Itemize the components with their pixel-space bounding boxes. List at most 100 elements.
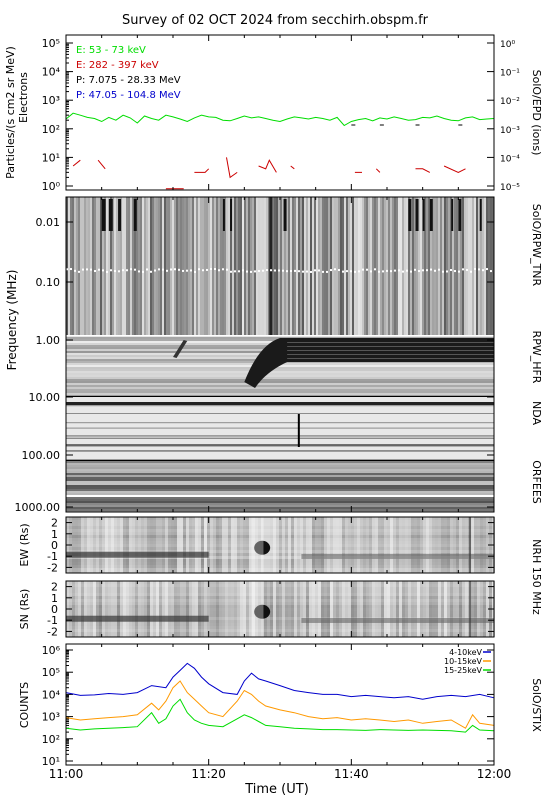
- particles-y-tick-label: 10⁴: [42, 66, 61, 79]
- particles-y2-tick-label: 10⁻²: [500, 97, 520, 107]
- particles-y-label-2: Electrons: [17, 72, 30, 123]
- stix-y-tick-label: 10⁶: [42, 644, 61, 657]
- type-iii-burst: [479, 199, 482, 231]
- particles-y2-tick-label: 10⁻⁴: [500, 154, 520, 164]
- time-tick-label: 11:00: [49, 767, 84, 781]
- figure-title: Survey of 02 OCT 2024 from secchirh.obsp…: [122, 13, 429, 28]
- radio-right-label: SolO/RPW_TNR: [530, 204, 543, 287]
- nrh-sn-y-tick-label: 1: [51, 592, 58, 605]
- nrh-ew-source: [301, 553, 494, 559]
- type-iii-burst: [269, 197, 273, 335]
- hfr-spectrum: [66, 335, 494, 395]
- nrh-sn-source: [66, 615, 209, 622]
- particles-right-label: SolO/EPD (ions): [530, 70, 543, 156]
- radio-y-tick-label: 100.00: [22, 449, 61, 462]
- type-iii-burst: [429, 199, 433, 231]
- radio-y-label: Frequency (MHz): [5, 270, 19, 371]
- particles-legend-entry: E: 53 - 73 keV: [76, 45, 146, 56]
- type-iii-burst: [283, 199, 287, 231]
- particles-legend-entry: P: 7.075 - 28.33 MeV: [76, 75, 181, 86]
- time-axis-label: Time (UT): [244, 782, 309, 797]
- radio-y-tick-label: 10.00: [29, 391, 61, 404]
- orfees-spectrum: [66, 460, 494, 511]
- nrh-sn-y-tick-label: -1: [47, 614, 58, 627]
- particles-y2-tick-label: 10⁻⁵: [500, 183, 520, 193]
- nda-spectrum: [66, 397, 494, 459]
- stix-y-tick-label: 10¹: [42, 755, 60, 768]
- particles-y-tick-label: 10²: [42, 123, 60, 136]
- stix-y-tick-label: 10⁵: [42, 666, 60, 679]
- time-tick-label: 12:00: [477, 767, 512, 781]
- type-iii-burst: [458, 199, 462, 231]
- type-iii-burst: [230, 199, 233, 231]
- time-tick-label: 11:20: [191, 767, 226, 781]
- hfr-burst: [173, 340, 188, 358]
- stix-y-tick-label: 10³: [42, 711, 60, 724]
- type-iii-burst: [408, 199, 412, 231]
- particles-y2-tick-label: 10⁰: [500, 40, 515, 50]
- type-iii-burst: [415, 199, 419, 231]
- radio-spectrum-panel: 0.01 0.10 1.00 10.00 100.00 1000.00 Frequency …: [5, 196, 543, 514]
- type-iii-burst: [422, 199, 425, 231]
- stix-y-tick-label: 10⁴: [42, 688, 61, 701]
- radio-y-tick-label: 1000.00: [15, 501, 61, 514]
- nrh-ew-y-label: EW (Rs): [18, 523, 31, 566]
- type-iii-burst: [101, 199, 106, 231]
- nrh-right-label: NRH 150 MHz: [530, 539, 543, 615]
- time-tick-label: 11:40: [334, 767, 369, 781]
- stix-legend-entry: 4-10keV: [449, 648, 482, 657]
- stix-panel: 10¹ 10² 10³ 10⁴ 10⁵ 10⁶ 4-10keV10-15keV15-25ke…: [18, 643, 543, 768]
- nrh-ew-y-tick-label: 2: [51, 517, 58, 530]
- radio-y-tick-label: 0.01: [36, 216, 61, 229]
- radio-frame: [65, 196, 495, 513]
- radio-right-label: NDA: [530, 401, 543, 426]
- stix-series-line: [65, 680, 495, 729]
- nrh-sn-source: [301, 617, 494, 623]
- nrh-ew-y-tick-label: -1: [47, 550, 58, 563]
- stix-frame: [65, 643, 495, 766]
- stix-series-line: [65, 698, 495, 733]
- particles-y2-tick-label: 10⁻³: [500, 126, 520, 136]
- nrh-sn-burst: [254, 604, 271, 619]
- nrh-ew-y-tick-label: 1: [51, 528, 58, 541]
- nrh-sn-y-tick-label: 2: [51, 581, 58, 594]
- nrh-ew-burst: [254, 540, 271, 555]
- particles-series-line: [65, 112, 495, 127]
- particles-panel: 10⁰ 10¹ 10² 10³ 10⁴ 10⁵ 10⁻⁵ 10⁻⁴ 10⁻³ 10⁻² 10⁻¹ 10…: [4, 34, 543, 193]
- particles-legend-entry: P: 47.05 - 104.8 MeV: [76, 90, 181, 101]
- nrh-sn-y-label: SN (Rs): [18, 589, 31, 630]
- stix-legend-entry: 15-25keV: [444, 666, 483, 675]
- type-iii-burst: [133, 199, 137, 231]
- radio-right-label: ORFEES: [530, 460, 543, 504]
- stix-series-line: [65, 662, 495, 700]
- nrh-sn-frame: [65, 580, 495, 638]
- type-iii-burst: [108, 199, 113, 231]
- nrh-ew-y-tick-label: 0: [51, 539, 58, 552]
- nrh-ew-panel: 210-1-2 EW (Rs): [18, 516, 495, 574]
- type-iii-burst: [451, 199, 454, 231]
- particles-y-label: Particles/(s cm2 sr MeV): [4, 46, 17, 179]
- stix-y-label: COUNTS: [18, 682, 31, 728]
- particles-frame: [65, 34, 495, 191]
- particles-y-tick-label: 10³: [42, 94, 60, 107]
- type-iii-burst: [222, 199, 225, 231]
- radio-y-tick-label: 0.10: [36, 276, 61, 289]
- stix-y-tick-label: 10²: [42, 733, 60, 746]
- nrh-sn-y-tick-label: -2: [47, 625, 58, 638]
- type-iii-burst: [118, 199, 122, 231]
- nda-burst: [297, 414, 300, 447]
- stix-legend-entry: 10-15keV: [444, 657, 483, 666]
- particles-legend-entry: E: 282 - 397 keV: [76, 60, 159, 71]
- radio-right-label: RPW_HFR: [530, 331, 543, 384]
- nrh-ew-frame: [65, 516, 495, 574]
- tnr-spectrum: [66, 197, 494, 335]
- time-axis: 11:00 11:20 11:40 12:00: [49, 767, 512, 781]
- nrh-ew-source: [66, 551, 209, 558]
- particles-y-tick-label: 10⁵: [42, 37, 60, 50]
- particles-y-tick-label: 10⁰: [42, 180, 61, 193]
- nrh-sn-y-tick-label: 0: [51, 603, 58, 616]
- particles-y2-tick-label: 10⁻¹: [500, 69, 520, 79]
- radio-y-tick-label: 1.00: [36, 334, 61, 347]
- stix-right-label: SolO/STIX: [530, 678, 543, 732]
